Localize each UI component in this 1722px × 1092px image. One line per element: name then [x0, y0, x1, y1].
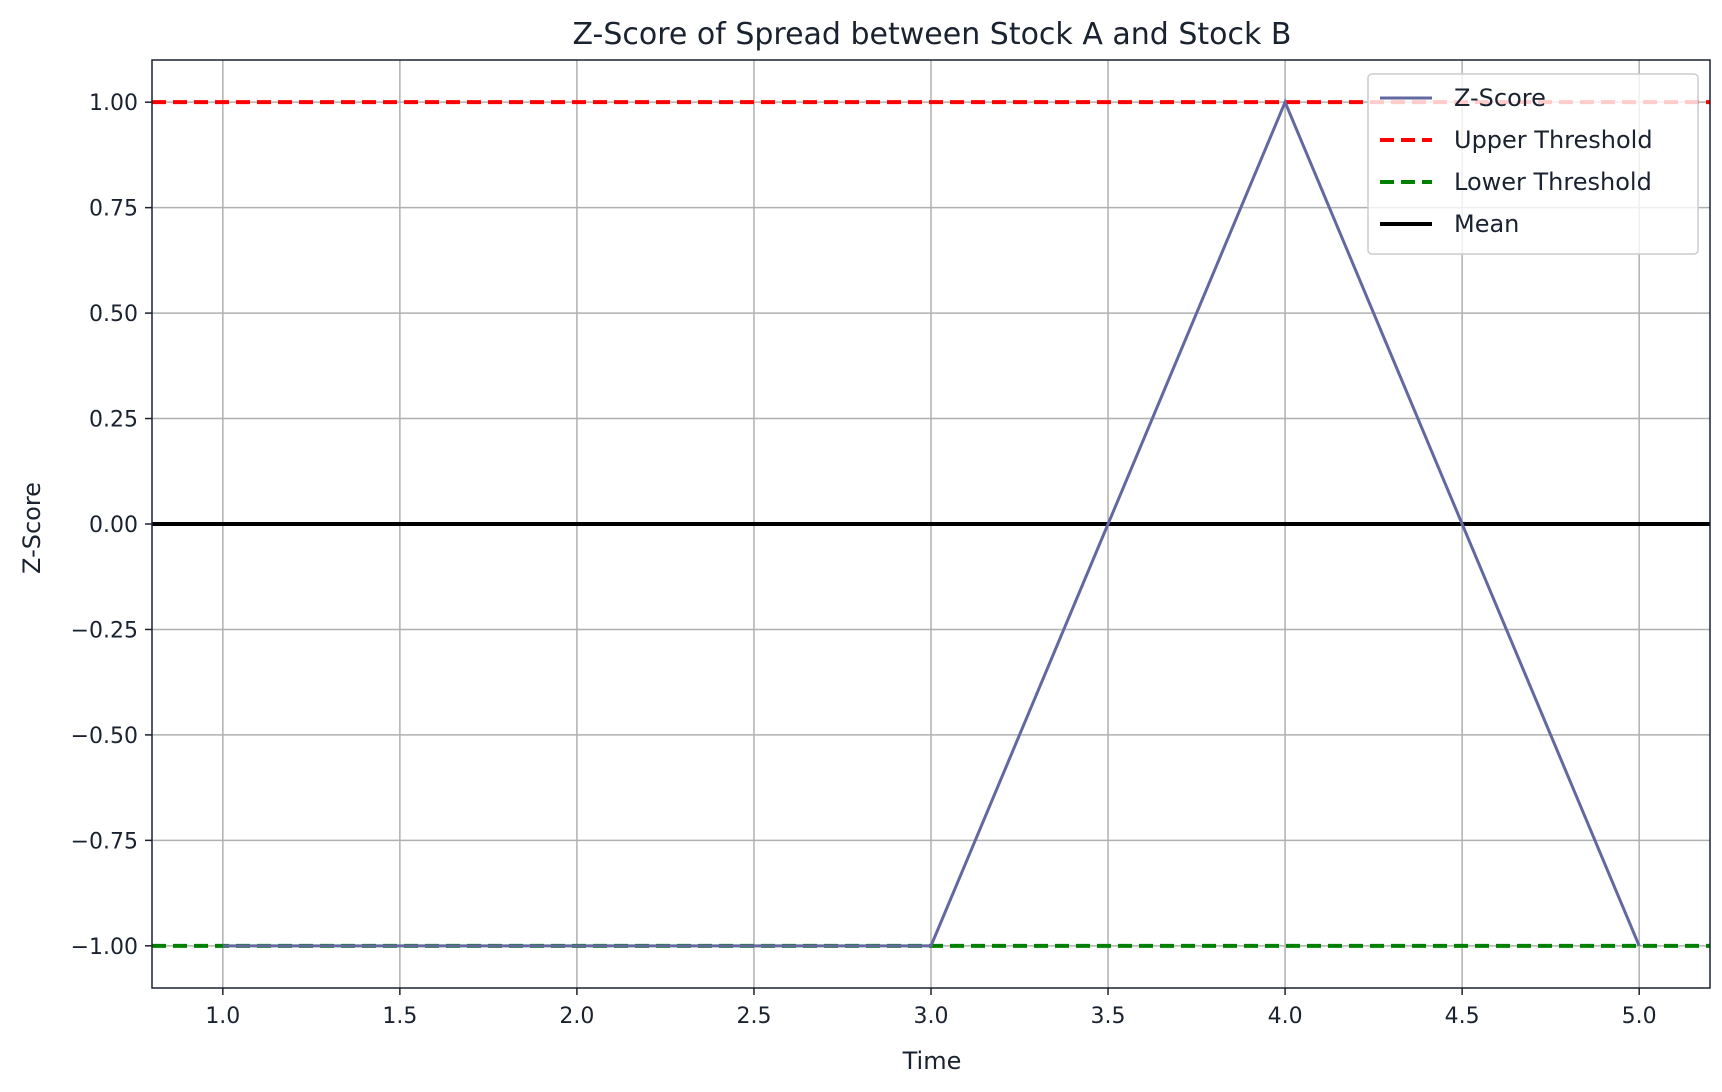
y-tick-label-5: −0.25 — [71, 618, 138, 643]
y-tick-label-3: 0.25 — [89, 408, 138, 433]
y-tick-label-6: −0.50 — [71, 724, 138, 749]
chart-title: Z-Score of Spread between Stock A and St… — [572, 17, 1291, 52]
x-tick-label-3: 2.5 — [736, 1004, 771, 1029]
legend-label-3: Mean — [1454, 210, 1519, 238]
series-line-0 — [222, 98, 1641, 948]
x-tick-label-8: 5.0 — [1622, 1004, 1657, 1029]
x-tick-label-0: 1.0 — [205, 1004, 240, 1029]
legend-box — [1367, 73, 1699, 255]
x-tick-label-2: 2.0 — [559, 1004, 594, 1029]
y-tick-label-8: −1.00 — [71, 935, 138, 960]
legend-label-1: Upper Threshold — [1454, 126, 1653, 154]
y-tick-label-4: 0.00 — [89, 513, 138, 538]
x-axis-ticks: 1.0 1.5 2.0 2.5 3.0 3.5 4.0 4.5 5.0 — [205, 988, 1657, 1029]
y-axis-label: Z-Score — [18, 482, 46, 574]
series-layer — [222, 98, 1641, 948]
y-tick-label-1: 0.75 — [89, 197, 138, 222]
x-tick-label-5: 3.5 — [1091, 1004, 1126, 1029]
x-tick-label-4: 3.0 — [914, 1004, 949, 1029]
y-tick-label-7: −0.75 — [71, 829, 138, 854]
legend-label-0: Z-Score — [1454, 84, 1546, 112]
legend: Z-Score Upper Threshold Lower Threshold Mea… — [1367, 73, 1699, 255]
legend-label-2: Lower Threshold — [1454, 168, 1652, 196]
y-tick-label-0: 1.00 — [89, 91, 138, 116]
y-tick-label-2: 0.50 — [89, 302, 138, 327]
y-axis-ticks: 1.00 0.75 0.50 0.25 0.00 −0.25 −0.50 −0.75 −1.00 — [71, 91, 152, 960]
x-tick-label-6: 4.0 — [1268, 1004, 1303, 1029]
x-axis-label: Time — [902, 1047, 962, 1075]
x-tick-label-1: 1.5 — [382, 1004, 417, 1029]
x-tick-label-7: 4.5 — [1445, 1004, 1480, 1029]
